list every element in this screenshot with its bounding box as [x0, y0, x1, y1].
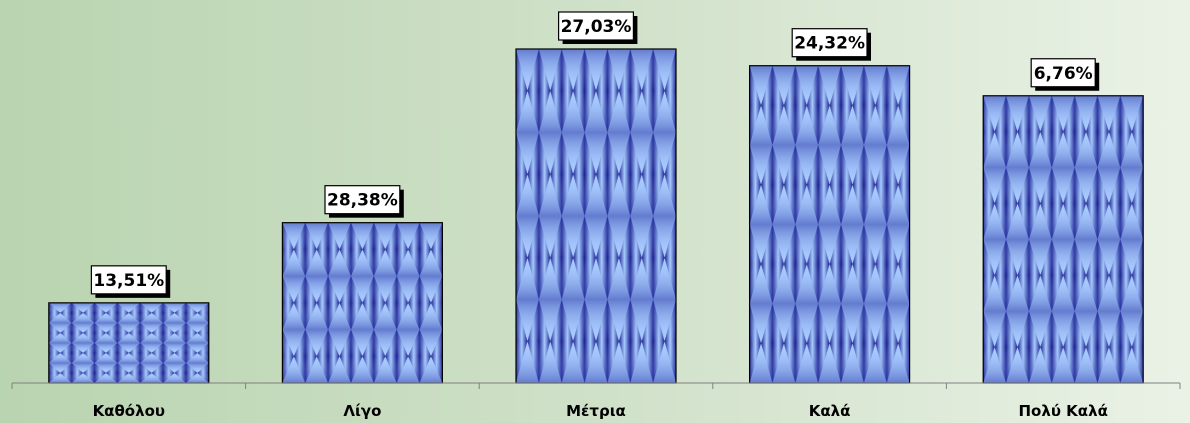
data-label-3: 27,03%	[557, 11, 638, 44]
data-label-box	[1030, 58, 1096, 88]
bar-4	[748, 65, 911, 384]
bar-3	[515, 48, 677, 384]
data-label-text: 13,51%	[93, 271, 164, 291]
bar-5	[982, 95, 1144, 384]
x-tick-label-5: Πολύ Καλά	[1018, 402, 1107, 420]
bar-2	[281, 222, 443, 384]
data-label-text: 6,76%	[1034, 64, 1093, 84]
x-tick-label-4: Καλά	[809, 402, 851, 420]
data-label-4: 24,32%	[791, 28, 871, 61]
data-label-box	[90, 265, 167, 295]
data-label-5: 6,76%	[1030, 58, 1100, 91]
x-tick-label-3: Μέτρια	[566, 402, 626, 420]
data-label-text: 28,38%	[327, 191, 398, 211]
bar-1	[48, 302, 210, 384]
x-tick-label-2: Λίγο	[343, 402, 381, 420]
data-label-box	[324, 185, 401, 215]
data-label-1: 13,51%	[90, 265, 171, 298]
x-tick-label-1: Καθόλου	[93, 402, 165, 420]
data-label-box	[557, 11, 634, 41]
data-label-box	[791, 28, 868, 58]
data-label-text: 24,32%	[794, 34, 865, 54]
data-label-2: 28,38%	[324, 185, 404, 218]
data-label-text: 27,03%	[561, 17, 632, 37]
